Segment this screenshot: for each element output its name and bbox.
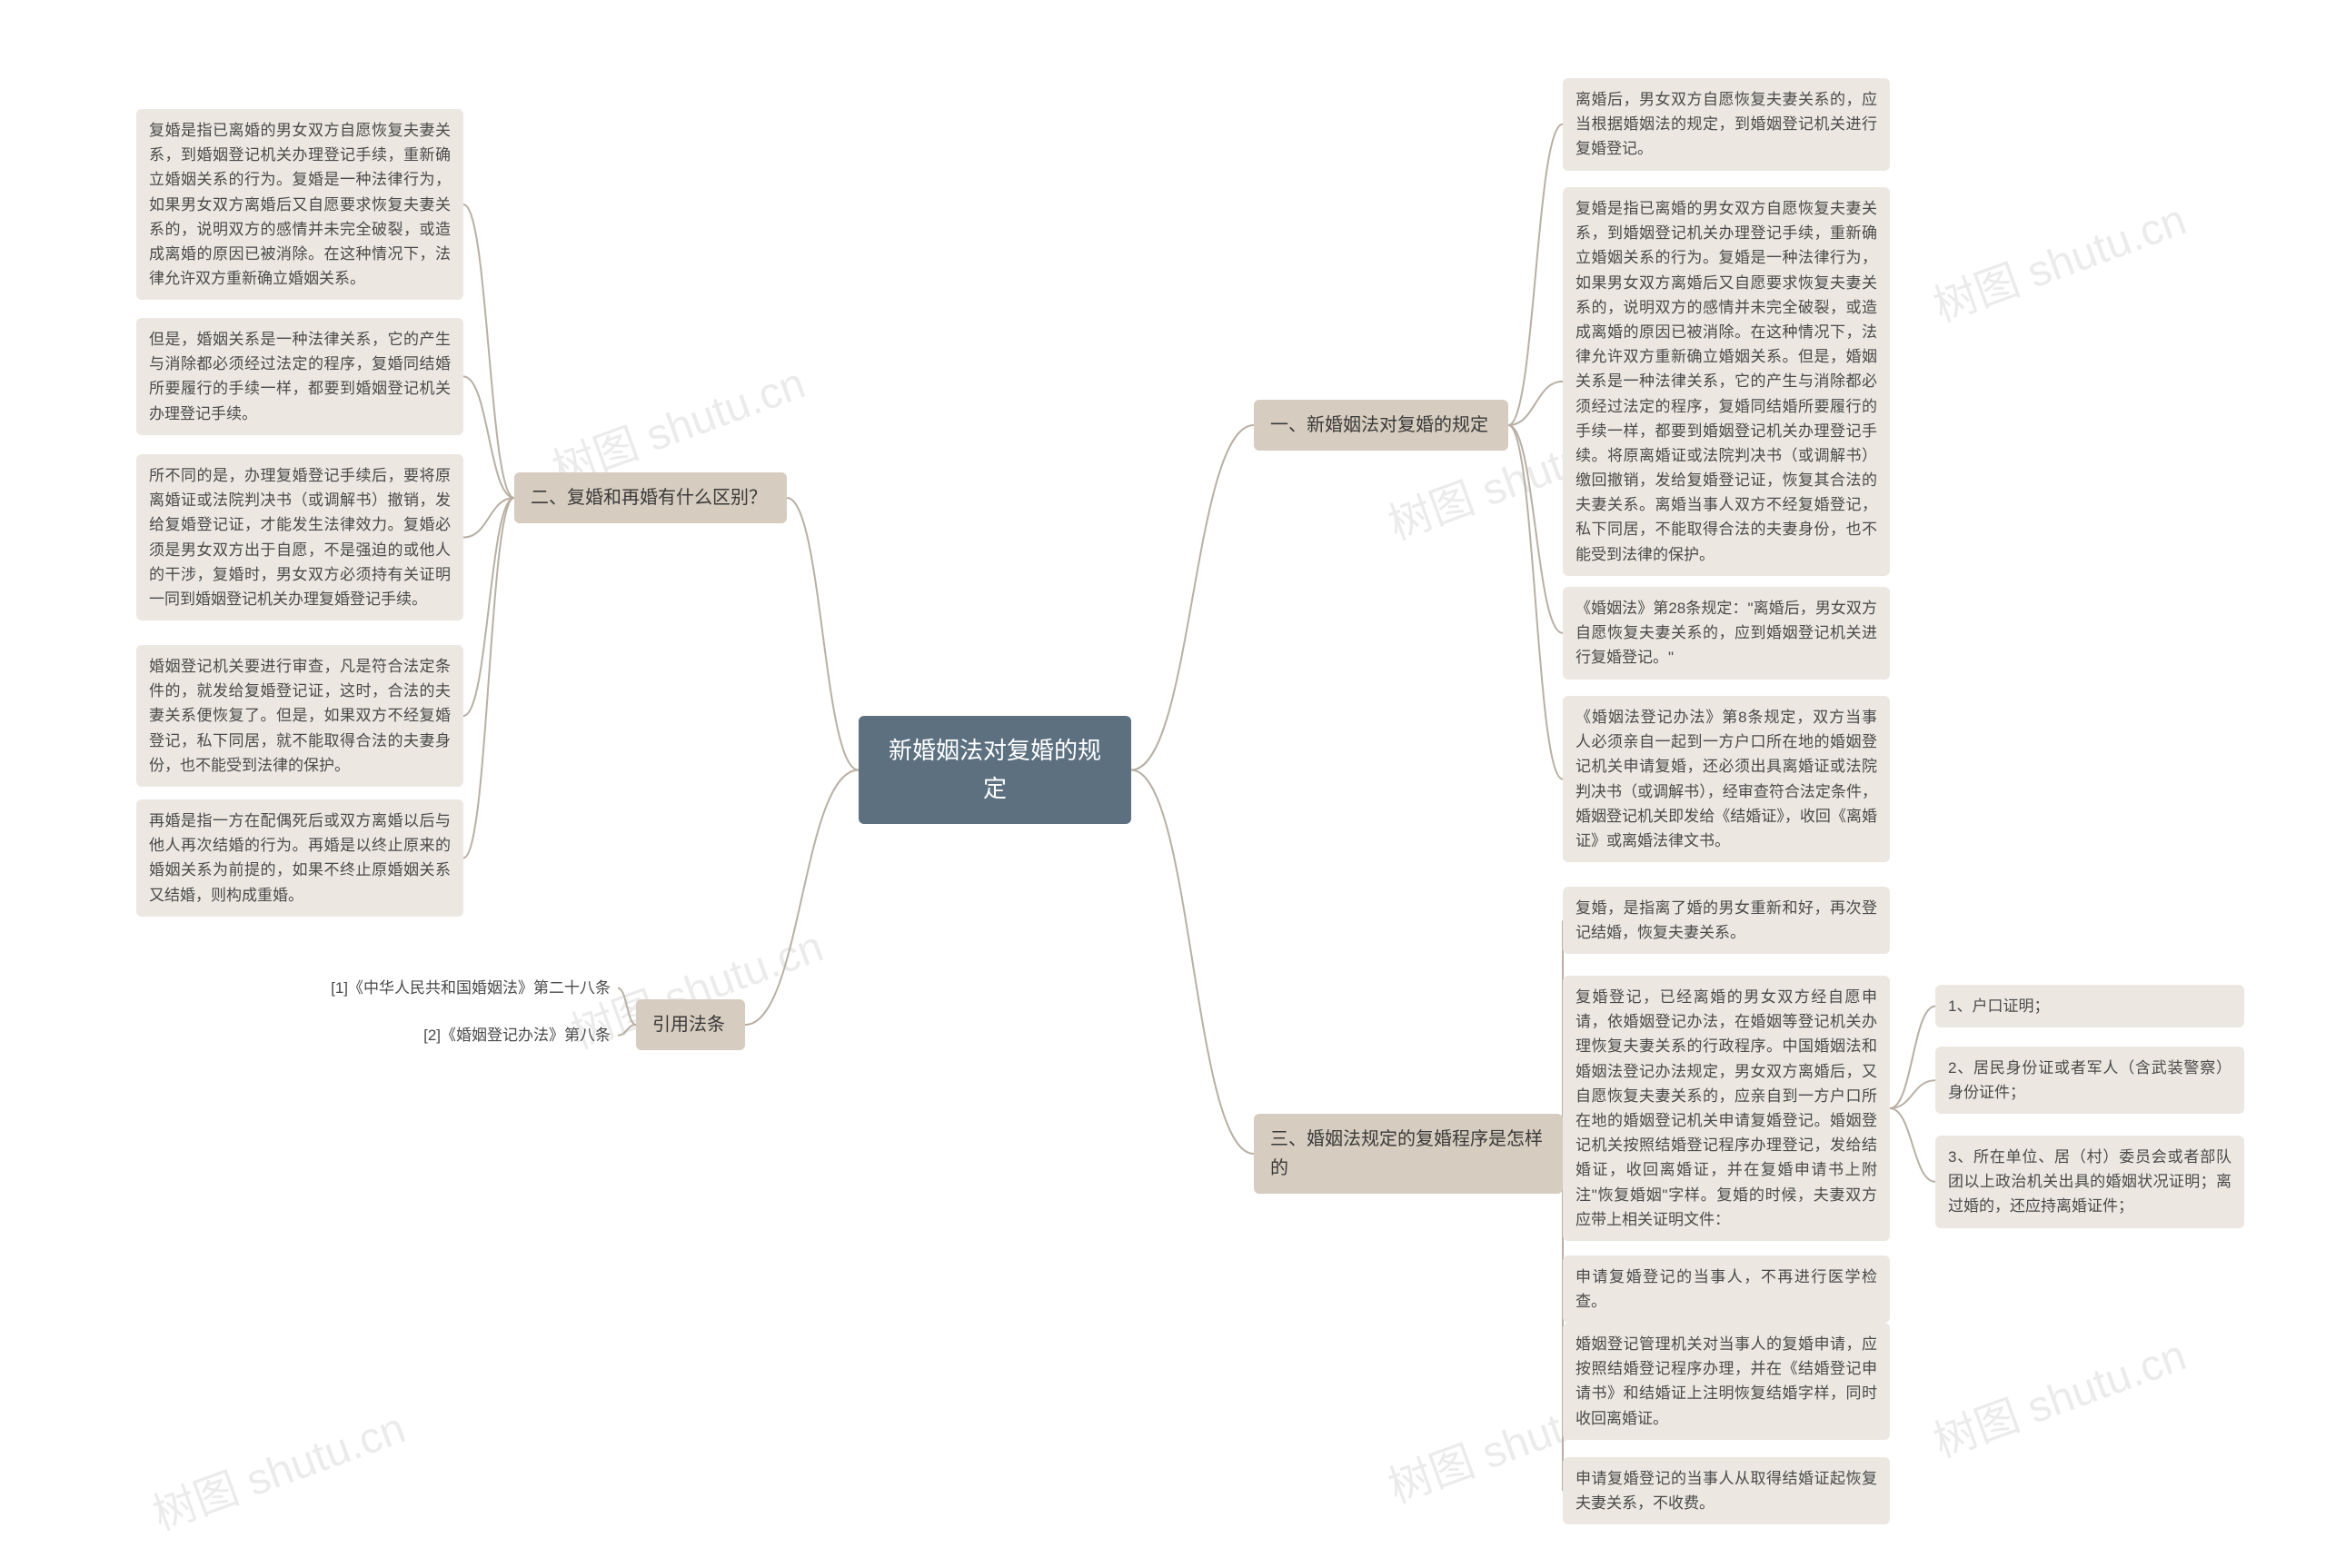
- leaf-l2-1: [2]《婚姻登记办法》第八条: [382, 1019, 618, 1051]
- leaf-r2-1-sub1: 2、居民身份证或者军人（含武装警察）身份证件；: [1935, 1047, 2244, 1114]
- leaf-r2-2: 申请复婚登记的当事人，不再进行医学检查。: [1563, 1255, 1890, 1323]
- leaf-r2-1: 复婚登记，已经离婚的男女双方经自愿申请，依婚姻登记办法，在婚姻等登记机关办理恢复…: [1563, 976, 1890, 1241]
- branch-right-1: 一、新婚姻法对复婚的规定: [1254, 400, 1508, 451]
- leaf-l1-4: 再婚是指一方在配偶死后或双方离婚以后与他人再次结婚的行为。再婚是以终止原来的婚姻…: [136, 799, 463, 917]
- leaf-l2-0: [1]《中华人民共和国婚姻法》第二十八条: [291, 972, 618, 1004]
- leaf-l1-2: 所不同的是，办理复婚登记手续后，要将原离婚证或法院判决书（或调解书）撤销，发给复…: [136, 454, 463, 620]
- leaf-l1-0: 复婚是指已离婚的男女双方自愿恢复夫妻关系，到婚姻登记机关办理登记手续，重新确立婚…: [136, 109, 463, 300]
- leaf-l1-1: 但是，婚姻关系是一种法律关系，它的产生与消除都必须经过法定的程序，复婚同结婚所要…: [136, 318, 463, 435]
- leaf-r2-1-sub2: 3、所在单位、居（村）委员会或者部队团以上政治机关出具的婚姻状况证明；离过婚的，…: [1935, 1136, 2244, 1228]
- leaf-r1-2: 《婚姻法》第28条规定："离婚后，男女双方自愿恢复夫妻关系的，应到婚姻登记机关进…: [1563, 587, 1890, 680]
- watermark: 树图 shutu.cn: [1923, 184, 2193, 333]
- leaf-r1-0: 离婚后，男女双方自愿恢复夫妻关系的，应当根据婚姻法的规定，到婚姻登记机关进行复婚…: [1563, 78, 1890, 171]
- leaf-l1-3: 婚姻登记机关要进行审查，凡是符合法定条件的，就发给复婚登记证，这时，合法的夫妻关…: [136, 645, 463, 787]
- branch-left-2: 引用法条: [636, 999, 745, 1050]
- leaf-r2-4: 申请复婚登记的当事人从取得结婚证起恢复夫妻关系，不收费。: [1563, 1457, 1890, 1524]
- leaf-r2-3: 婚姻登记管理机关对当事人的复婚申请，应按照结婚登记程序办理，并在《结婚登记申请书…: [1563, 1323, 1890, 1440]
- branch-right-2: 三、婚姻法规定的复婚程序是怎样的: [1254, 1114, 1563, 1194]
- root-node: 新婚姻法对复婚的规定: [859, 716, 1131, 824]
- leaf-r2-0: 复婚，是指离了婚的男女重新和好，再次登记结婚，恢复夫妻关系。: [1563, 887, 1890, 954]
- leaf-r2-1-sub0: 1、户口证明；: [1935, 985, 2244, 1027]
- branch-left-1: 二、复婚和再婚有什么区别？: [514, 472, 787, 523]
- leaf-r1-1: 复婚是指已离婚的男女双方自愿恢复夫妻关系，到婚姻登记机关办理登记手续，重新确立婚…: [1563, 187, 1890, 576]
- watermark: 树图 shutu.cn: [1923, 1319, 2193, 1469]
- leaf-r1-3: 《婚姻法登记办法》第8条规定，双方当事人必须亲自一起到一方户口所在地的婚姻登记机…: [1563, 696, 1890, 862]
- watermark: 树图 shutu.cn: [143, 1392, 413, 1542]
